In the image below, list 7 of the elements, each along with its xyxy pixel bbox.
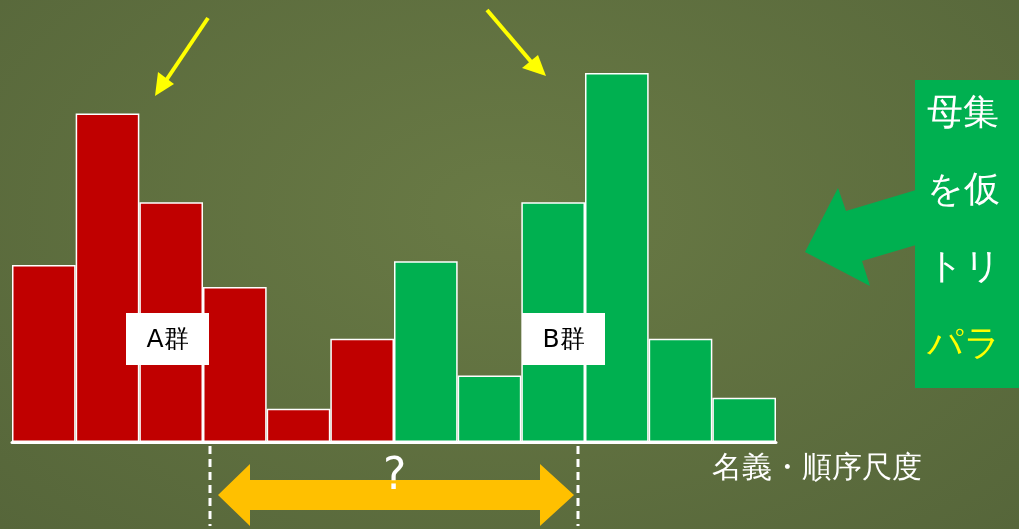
- text: 名義・順序尺度: [712, 448, 922, 486]
- text: を仮: [927, 167, 1000, 211]
- annotation: A群: [126, 313, 209, 365]
- text: パラ: [927, 321, 1001, 365]
- text: 母集: [927, 90, 999, 134]
- annotation: B群: [522, 313, 605, 365]
- text: トリ: [927, 244, 1001, 288]
